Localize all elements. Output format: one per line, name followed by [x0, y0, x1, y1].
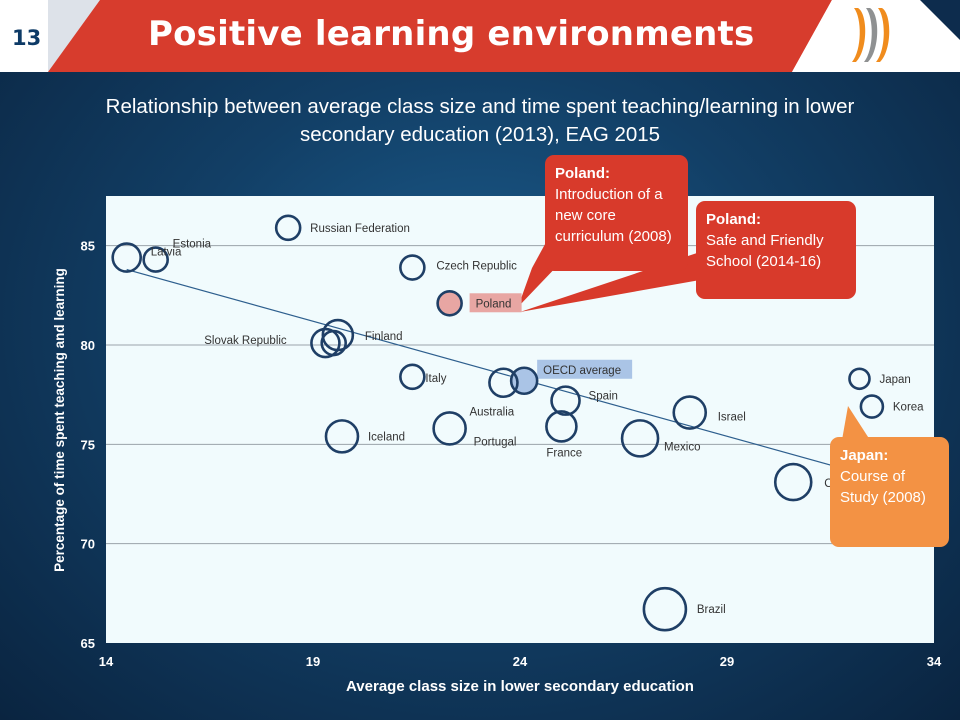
y-tick-label: 80 — [81, 338, 95, 353]
data-point-mexico — [620, 419, 660, 458]
data-label: Finland — [365, 331, 403, 343]
data-label: Israel — [718, 412, 746, 424]
x-tick-label: 14 — [99, 654, 114, 669]
callout-heading: Poland: — [706, 211, 761, 228]
y-tick-label: 75 — [81, 437, 95, 452]
callout-body: Introduction of a new core curriculum (2… — [555, 186, 672, 245]
callout-body: Course of Study (2008) — [840, 468, 926, 506]
label-highlight — [469, 293, 522, 313]
data-point-iceland — [324, 419, 360, 454]
data-label: OECD average — [543, 365, 621, 377]
data-point-france — [545, 410, 578, 443]
data-label: Czech Republic — [436, 261, 517, 273]
data-point-portugal — [432, 411, 467, 446]
data-point-korea — [859, 394, 885, 419]
data-label: Spain — [589, 391, 618, 403]
data-point-chile — [773, 462, 813, 502]
x-tick-label: 29 — [720, 654, 734, 669]
x-tick-label: 24 — [513, 654, 528, 669]
data-point-italy — [399, 363, 426, 391]
callout-poland-safe-school: Poland: Safe and Friendly School (2014-1… — [696, 201, 856, 299]
data-point-australia — [488, 367, 519, 399]
data-label: Slovak Republic — [204, 335, 287, 347]
label-highlight — [537, 359, 633, 379]
data-label: Poland — [476, 298, 512, 310]
callout-japan-course: Japan: Course of Study (2008) — [830, 437, 949, 547]
callout-poland-curriculum: Poland: Introduction of a new core curri… — [545, 155, 688, 271]
x-tick-label: 34 — [927, 654, 942, 669]
chart-subtitle: Relationship between average class size … — [105, 95, 855, 146]
data-label: Japan — [879, 374, 910, 386]
data-label: Brazil — [697, 604, 726, 616]
callout-heading: Japan: — [840, 447, 889, 464]
header-banner — [0, 0, 960, 72]
callout-pointer-japan — [842, 406, 870, 440]
callout-heading: Poland: — [555, 165, 610, 182]
data-point-czech-republic — [399, 254, 426, 281]
x-axis-label: Average class size in lower secondary ed… — [346, 678, 694, 695]
data-point-slovak-republic — [320, 329, 348, 357]
data-label: Korea — [893, 402, 924, 414]
data-point-russian-federation — [274, 214, 302, 242]
x-tick-label: 19 — [306, 654, 320, 669]
callout-body: Safe and Friendly School (2014-16) — [706, 232, 824, 270]
oecd-logo — [852, 8, 890, 62]
data-label: Italy — [425, 373, 446, 385]
y-tick-label: 70 — [81, 537, 95, 552]
y-axis-label: Percentage of time spent teaching and le… — [52, 268, 67, 572]
data-label: Russian Federation — [310, 223, 410, 235]
data-point-unlabeled — [310, 327, 341, 359]
data-label: Portugal — [474, 436, 517, 448]
data-point-brazil — [642, 586, 688, 632]
data-point-spain — [550, 385, 581, 416]
data-label: Estonia — [173, 239, 212, 251]
data-label: Mexico — [664, 441, 700, 453]
y-tick-label: 85 — [81, 239, 95, 254]
data-label: Latvia — [151, 247, 182, 259]
slide-title: Positive learning environments — [148, 14, 755, 54]
slide-number: 13 — [12, 26, 42, 50]
data-point-estonia — [142, 246, 169, 273]
data-point-japan — [848, 367, 871, 391]
data-label: Iceland — [368, 431, 405, 443]
data-point-poland — [436, 289, 463, 317]
data-point-latvia — [111, 242, 142, 273]
y-tick-label: 65 — [81, 636, 95, 651]
data-point-israel — [672, 395, 708, 430]
data-label: Australia — [469, 407, 514, 419]
data-label: France — [546, 447, 582, 459]
